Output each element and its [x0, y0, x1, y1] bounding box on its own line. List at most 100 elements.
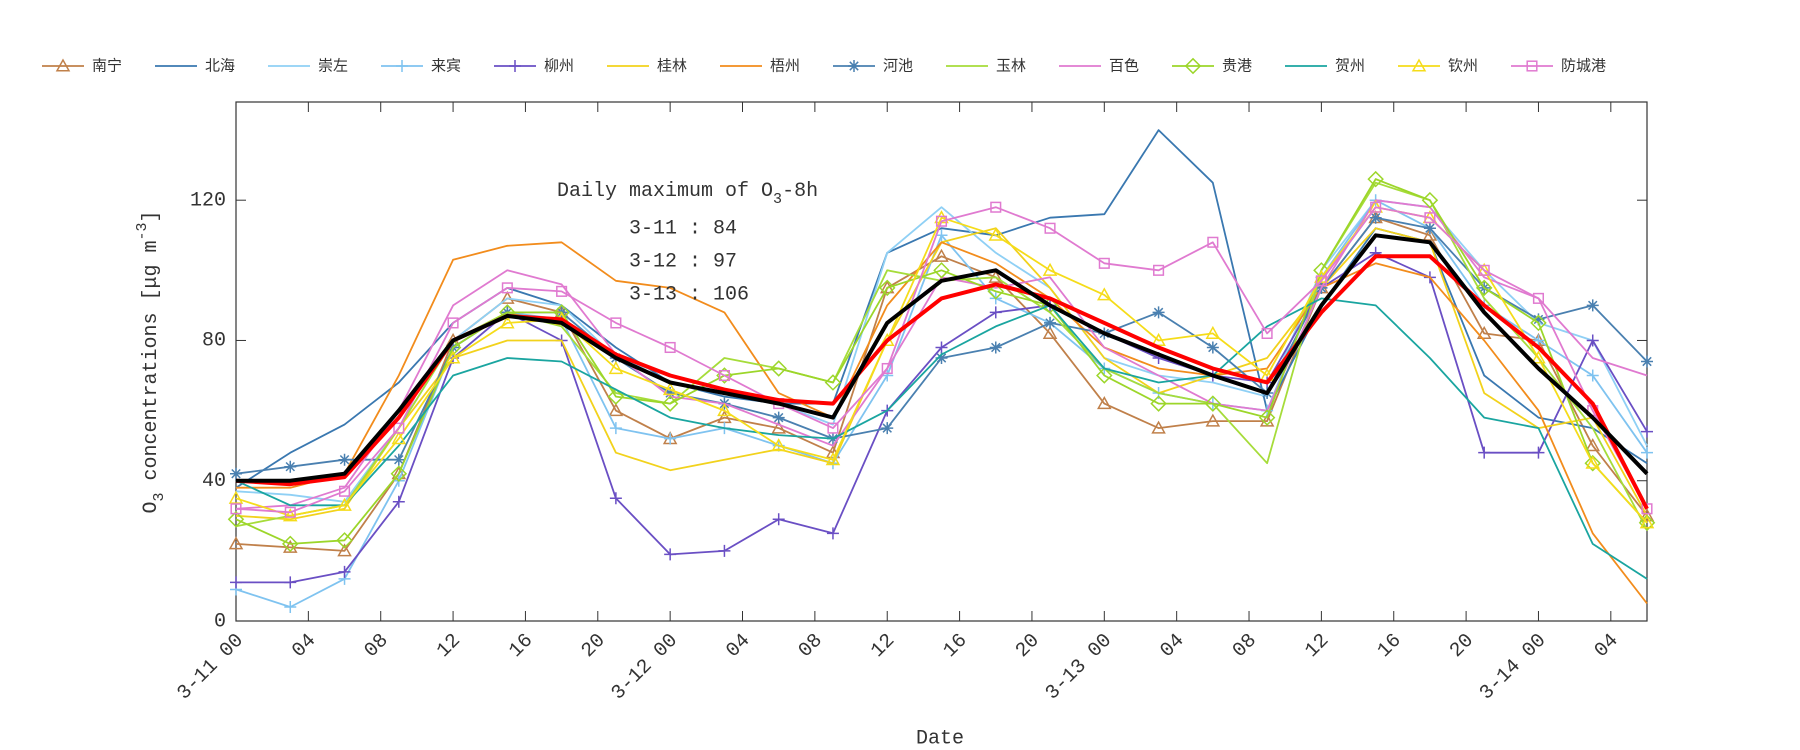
legend-label: 来宾	[431, 57, 461, 75]
marker	[664, 432, 677, 445]
marker	[500, 290, 515, 304]
legend-label: 防城港	[1561, 57, 1606, 75]
marker	[935, 341, 948, 354]
marker	[1205, 325, 1221, 339]
marker	[228, 536, 244, 550]
x-tick-label: 12	[433, 629, 466, 662]
marker	[284, 600, 297, 613]
marker	[718, 369, 730, 382]
marker	[230, 503, 242, 515]
y-axis-label: O3 concentrations [μg m-3]	[134, 210, 168, 513]
x-tick-label: 20	[1446, 629, 1479, 662]
marker	[1258, 409, 1276, 426]
marker	[282, 539, 298, 553]
legend-label: 崇左	[318, 57, 348, 75]
x-tick-label: 3-12 00	[607, 629, 683, 705]
marker	[1476, 325, 1492, 339]
legend-marker	[1184, 57, 1202, 75]
legend-marker	[1411, 58, 1427, 72]
marker	[988, 227, 1004, 241]
legend-marker	[509, 60, 521, 72]
legend-marker	[55, 58, 71, 72]
marker	[392, 453, 405, 466]
marker	[1205, 413, 1221, 427]
x-tick-label: 04	[1590, 629, 1623, 662]
marker	[1424, 212, 1436, 224]
legend-label: 百色	[1109, 57, 1139, 75]
marker	[1478, 264, 1490, 276]
y-axis-label-part: ]	[140, 210, 163, 222]
marker	[1584, 454, 1601, 472]
marker	[284, 576, 297, 589]
marker	[391, 431, 407, 445]
annotation-title-part: Daily maximum of O	[557, 180, 773, 203]
marker	[610, 317, 622, 329]
marker	[1532, 446, 1545, 459]
marker	[1422, 227, 1438, 241]
marker	[1532, 292, 1545, 304]
marker	[935, 351, 948, 364]
x-tick-label: 3-11 00	[173, 629, 249, 705]
x-tick-label: 12	[867, 629, 900, 662]
x-tick-label: 16	[1373, 629, 1406, 662]
marker	[1044, 316, 1057, 329]
marker	[556, 285, 568, 297]
marker	[987, 283, 1005, 300]
series-line	[236, 233, 1649, 483]
marker	[1367, 170, 1384, 188]
y-axis-label-part: -3	[134, 222, 151, 240]
legend-label: 贺州	[1335, 57, 1365, 75]
marker	[989, 341, 1002, 354]
marker	[1586, 334, 1599, 347]
marker	[664, 387, 677, 400]
marker	[284, 506, 296, 518]
marker	[935, 215, 948, 227]
marker	[607, 388, 625, 405]
marker	[1370, 201, 1382, 213]
marker	[1531, 350, 1546, 364]
marker	[1530, 314, 1547, 332]
marker	[1423, 222, 1436, 235]
x-tick-label: 3-13 00	[1041, 629, 1117, 705]
marker	[1638, 514, 1656, 532]
marker	[609, 422, 622, 435]
marker	[662, 382, 678, 396]
x-tick-label: 08	[1228, 629, 1261, 662]
legend-marker	[1526, 60, 1538, 72]
marker	[227, 511, 245, 528]
x-tick-label: 08	[794, 629, 827, 662]
y-axis-label-part: 3	[151, 493, 168, 502]
marker	[230, 467, 242, 480]
x-tick-label: 16	[939, 629, 972, 662]
legend-label: 南宁	[92, 57, 122, 75]
marker	[664, 548, 677, 561]
x-tick-label: 04	[288, 629, 321, 662]
series-line	[235, 178, 1648, 545]
marker	[935, 229, 948, 242]
marker	[337, 497, 352, 511]
marker	[1097, 396, 1112, 410]
x-tick-label: 12	[1301, 629, 1334, 662]
marker	[338, 565, 351, 578]
x-tick-label: 04	[1156, 629, 1189, 662]
marker	[824, 374, 842, 391]
annotation-title-part: 3	[773, 191, 782, 208]
marker	[1206, 341, 1219, 354]
annotation-line: 3-11 : 84	[629, 217, 737, 240]
marker	[1261, 327, 1273, 339]
marker	[1421, 191, 1439, 209]
series-line	[235, 297, 1648, 580]
marker	[772, 513, 785, 526]
legend-marker	[848, 60, 860, 72]
marker	[825, 452, 841, 466]
marker	[1096, 367, 1113, 384]
marker	[1475, 279, 1493, 297]
x-tick-label: 04	[722, 629, 755, 662]
marker	[1152, 306, 1165, 319]
marker	[1098, 257, 1110, 269]
legend-label: 北海	[205, 57, 235, 75]
marker	[230, 576, 242, 589]
marker	[771, 420, 786, 434]
marker	[1585, 455, 1601, 469]
legend-marker	[396, 60, 408, 72]
